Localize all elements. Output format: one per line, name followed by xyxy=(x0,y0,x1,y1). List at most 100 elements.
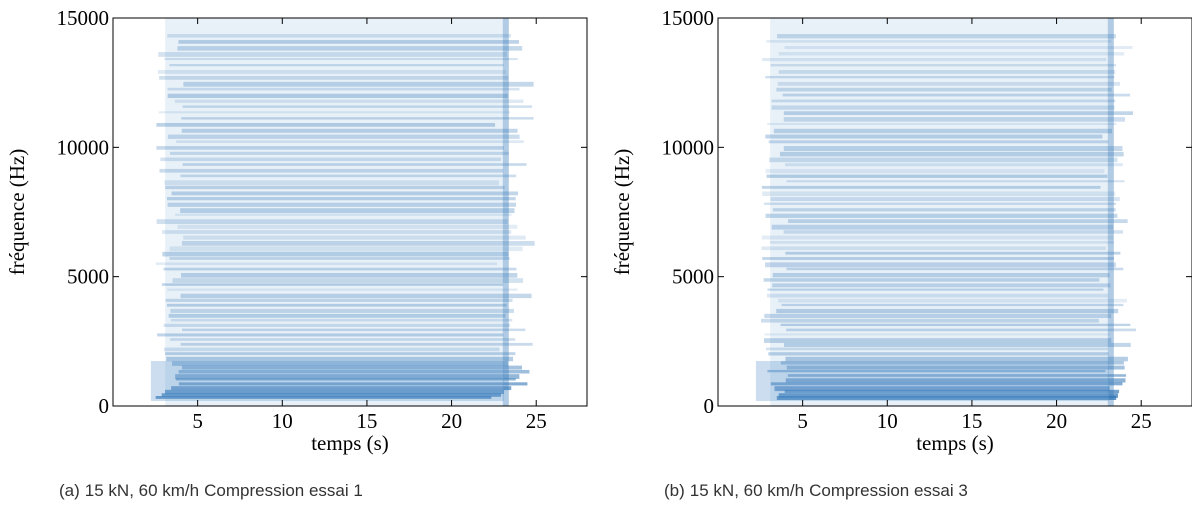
plot-frame xyxy=(112,17,588,407)
spectrogram-band xyxy=(777,34,1116,39)
spectrogram xyxy=(150,18,535,406)
spectrogram-band xyxy=(767,288,1104,291)
x-tick-label: 15 xyxy=(961,409,982,433)
spectrogram-band xyxy=(768,140,1109,144)
spectrogram-band xyxy=(155,396,492,399)
spectrogram-band xyxy=(182,105,533,108)
spectrogram-band xyxy=(165,185,505,190)
spectrogram-band xyxy=(181,241,535,246)
spectrogram-band xyxy=(180,293,532,299)
x-tick-label: 5 xyxy=(797,409,808,433)
spectrogram-band xyxy=(157,69,506,74)
spectrogram-band xyxy=(156,146,504,150)
spectrogram-band xyxy=(163,323,510,327)
spectrogram-band xyxy=(171,191,519,196)
spectrogram-band xyxy=(182,163,527,166)
spectrogram-band xyxy=(183,235,526,240)
spectrogram-band xyxy=(169,246,523,252)
spectrogram-band xyxy=(170,318,513,322)
y-tick-label: 15000 xyxy=(662,6,715,30)
spectrogram-band xyxy=(768,352,1109,356)
spectrogram xyxy=(755,18,1137,406)
spectrogram-band xyxy=(161,393,501,397)
spectrogram-band xyxy=(767,293,1109,298)
spectrogram-band xyxy=(180,342,533,346)
spectrogram-band xyxy=(771,224,1114,230)
spectrogram-band xyxy=(172,361,508,366)
y-axis-label: fréquence (Hz) xyxy=(5,149,29,276)
spectrogram-band xyxy=(175,213,512,216)
y-axis-label: fréquence (Hz) xyxy=(610,149,634,276)
spectrogram-band xyxy=(169,257,510,260)
spectrogram-band xyxy=(761,185,1101,189)
spectrogram-band xyxy=(180,174,517,178)
spectrogram-band xyxy=(786,180,1125,183)
plot-frame xyxy=(717,17,1192,407)
spectrogram-band xyxy=(762,257,1114,260)
spectrogram-band xyxy=(783,230,1123,234)
spectrogram-band xyxy=(765,75,1115,79)
spectrogram-band xyxy=(763,278,1100,282)
spectrogram-band xyxy=(159,75,509,80)
spectrogram-band xyxy=(761,246,1106,251)
spectrogram-band xyxy=(167,34,511,38)
spectrogram-band xyxy=(170,308,514,313)
caption-params: 15 kN, 60 km/h xyxy=(690,481,804,500)
spectrogram-band xyxy=(158,111,511,114)
spectrogram-band xyxy=(164,347,500,352)
spectrogram-band xyxy=(167,202,517,207)
spectrogram-band xyxy=(784,46,1133,49)
spectrogram-band xyxy=(763,338,1112,343)
y-tick-label: 15000 xyxy=(57,6,110,30)
x-tick-label: 15 xyxy=(356,409,377,433)
spectrogram-base xyxy=(150,361,505,401)
x-tick-label: 20 xyxy=(1046,409,1067,433)
spectrogram-band xyxy=(785,378,1126,383)
spectrogram-band xyxy=(766,40,1112,43)
spectrogram-band xyxy=(765,262,1116,268)
spectrogram-band xyxy=(774,386,1110,392)
x-tick-label: 25 xyxy=(1131,409,1152,433)
spectrogram-band xyxy=(765,134,1103,139)
spectrogram-band xyxy=(169,64,504,67)
spectrogram-base xyxy=(755,361,1110,401)
caption-text: Compression essai 1 xyxy=(204,481,363,500)
spectrogram-band xyxy=(156,219,508,224)
spectrogram-band xyxy=(786,267,1124,271)
spectrogram-band xyxy=(181,117,534,120)
spectrogram-band xyxy=(784,389,1120,394)
spectrogram-band xyxy=(181,365,522,370)
spectrogram-band xyxy=(764,313,1112,319)
spectrogram-band xyxy=(776,396,1117,400)
spectrogram-band xyxy=(167,93,509,99)
spectrogram-band xyxy=(176,140,524,144)
spectrogram-band xyxy=(782,93,1131,97)
y-tick-label: 0 xyxy=(99,394,110,418)
caption-text: Compression essai 3 xyxy=(809,481,968,500)
spectrogram-band xyxy=(180,272,518,278)
spectrogram-band xyxy=(780,361,1124,365)
spectrogram-band xyxy=(157,333,504,337)
spectrogram-band xyxy=(177,46,523,51)
spectrogram-band xyxy=(786,365,1125,370)
spectrogram-band xyxy=(776,308,1119,314)
spectrogram-band xyxy=(778,298,1127,303)
spectrogram-edge xyxy=(502,18,509,406)
spectrogram-band xyxy=(175,378,516,381)
spectrogram-band xyxy=(155,262,498,266)
spectrogram-band xyxy=(787,374,1127,377)
spectrogram-band xyxy=(161,283,504,286)
y-tick-label: 10000 xyxy=(662,135,715,159)
x-axis-label: temps (s) xyxy=(916,431,994,455)
spectrogram-band xyxy=(770,382,1123,386)
spectrogram-band xyxy=(168,313,506,318)
caption-label: (b) xyxy=(664,481,685,500)
spectrogram-band xyxy=(765,347,1108,351)
spectrogram-band xyxy=(761,318,1099,323)
spectrogram-band xyxy=(778,69,1116,74)
spectrogram-band xyxy=(785,251,1121,255)
spectrogram-band xyxy=(769,241,1114,244)
spectrogram-band xyxy=(772,272,1110,278)
spectrogram-band xyxy=(167,134,520,139)
spectrogram-band xyxy=(762,191,1116,196)
